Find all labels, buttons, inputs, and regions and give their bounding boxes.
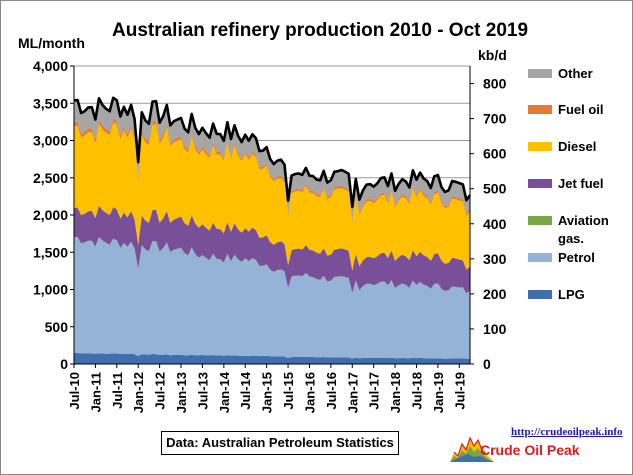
legend-item-aviation-gas: Aviation gas. — [528, 212, 626, 248]
x-tick-label: Jan-19 — [431, 372, 446, 413]
y-left-tick-label: 500 — [45, 319, 69, 335]
x-tick-label: Jan-18 — [388, 372, 403, 413]
legend-label-diesel: Diesel — [558, 139, 597, 154]
brand-block: http://crudeoilpeak.info Crude Oil Peak — [450, 424, 623, 466]
y-left-tick-label: 3,500 — [33, 95, 68, 111]
y-left-tick-label: 0 — [60, 356, 68, 372]
legend-swatch-jet-fuel — [528, 179, 552, 188]
data-source-label: Data: Australian Petroleum Statistics — [161, 431, 399, 455]
y-right-tick-label: 500 — [483, 181, 507, 197]
x-tick-label: Jul-17 — [367, 372, 382, 410]
x-tick-label: Jul-11 — [110, 372, 125, 409]
area-diesel — [74, 122, 470, 271]
x-tick-label: Jan-15 — [260, 372, 275, 413]
legend-item-petrol: Petrol — [528, 249, 626, 267]
legend: Other Fuel oil Diesel Jet fuel Aviation … — [528, 0, 628, 473]
total-line — [73, 96, 472, 209]
legend-swatch-aviation-gas — [528, 216, 552, 225]
legend-item-fuel-oil: Fuel oil — [528, 101, 626, 119]
legend-item-other: Other — [528, 65, 626, 83]
left-axis-unit: ML/month — [18, 35, 85, 51]
y-left-tick-label: 3,000 — [33, 133, 68, 149]
y-right-tick-label: 300 — [483, 251, 507, 267]
y-right-tick-label: 400 — [483, 216, 507, 232]
legend-swatch-diesel — [528, 142, 552, 151]
area-jet-fuel — [74, 205, 470, 294]
area-lpg — [74, 352, 470, 364]
y-right-tick-label: 800 — [483, 76, 507, 92]
x-tick-label: Jan-13 — [174, 372, 189, 413]
x-tick-label: Jul-14 — [238, 371, 253, 409]
x-tick-label: Jul-18 — [410, 372, 425, 410]
y-left-tick-label: 2,500 — [33, 170, 68, 186]
legend-label-lpg: LPG — [558, 287, 585, 302]
x-tick-label: Jul-12 — [153, 372, 168, 410]
area-other — [74, 97, 470, 220]
legend-swatch-lpg — [528, 290, 552, 299]
legend-swatch-other — [528, 69, 552, 78]
x-tick-label: Jul-10 — [67, 372, 82, 410]
x-tick-label: Jul-15 — [281, 372, 296, 410]
brand-name: Crude Oil Peak — [480, 442, 580, 458]
legend-label-jet-fuel: Jet fuel — [558, 176, 604, 191]
x-tick-label: Jul-19 — [452, 372, 467, 410]
x-tick-label: Jan-14 — [217, 371, 232, 413]
crude-oil-peak-logo-icon — [450, 436, 494, 462]
legend-item-lpg: LPG — [528, 286, 626, 304]
y-right-tick-label: 200 — [483, 286, 507, 302]
chart-title: Australian refinery production 2010 - Oc… — [112, 20, 529, 41]
x-tick-label: Jul-13 — [195, 372, 210, 410]
area-petrol — [74, 237, 470, 359]
x-tick-label: Jul-16 — [324, 372, 339, 410]
legend-swatch-petrol — [528, 253, 552, 262]
x-tick-label: Jan-17 — [345, 372, 360, 413]
legend-swatch-fuel-oil — [528, 105, 552, 114]
y-right-tick-label: 700 — [483, 111, 507, 127]
x-tick-label: Jan-12 — [131, 372, 146, 413]
legend-label-aviation-gas: Aviation gas. — [558, 213, 609, 246]
legend-item-diesel: Diesel — [528, 138, 626, 156]
y-right-tick-label: 0 — [483, 356, 491, 372]
legend-label-petrol: Petrol — [558, 250, 595, 265]
y-right-tick-label: 600 — [483, 146, 507, 162]
legend-label-fuel-oil: Fuel oil — [558, 102, 604, 117]
legend-label-other: Other — [558, 66, 593, 81]
x-tick-label: Jan-16 — [303, 372, 318, 413]
y-left-tick-label: 2,000 — [33, 207, 68, 223]
legend-item-jet-fuel: Jet fuel — [528, 175, 626, 193]
right-axis-unit: kb/d — [478, 47, 507, 63]
x-tick-label: Jan-11 — [88, 372, 103, 412]
brand-url-link[interactable]: http://crudeoilpeak.info — [511, 426, 623, 438]
y-right-tick-label: 100 — [483, 321, 507, 337]
y-left-tick-label: 1,500 — [33, 244, 68, 260]
y-left-tick-label: 4,000 — [33, 58, 68, 74]
y-left-tick-label: 1,000 — [33, 282, 68, 298]
